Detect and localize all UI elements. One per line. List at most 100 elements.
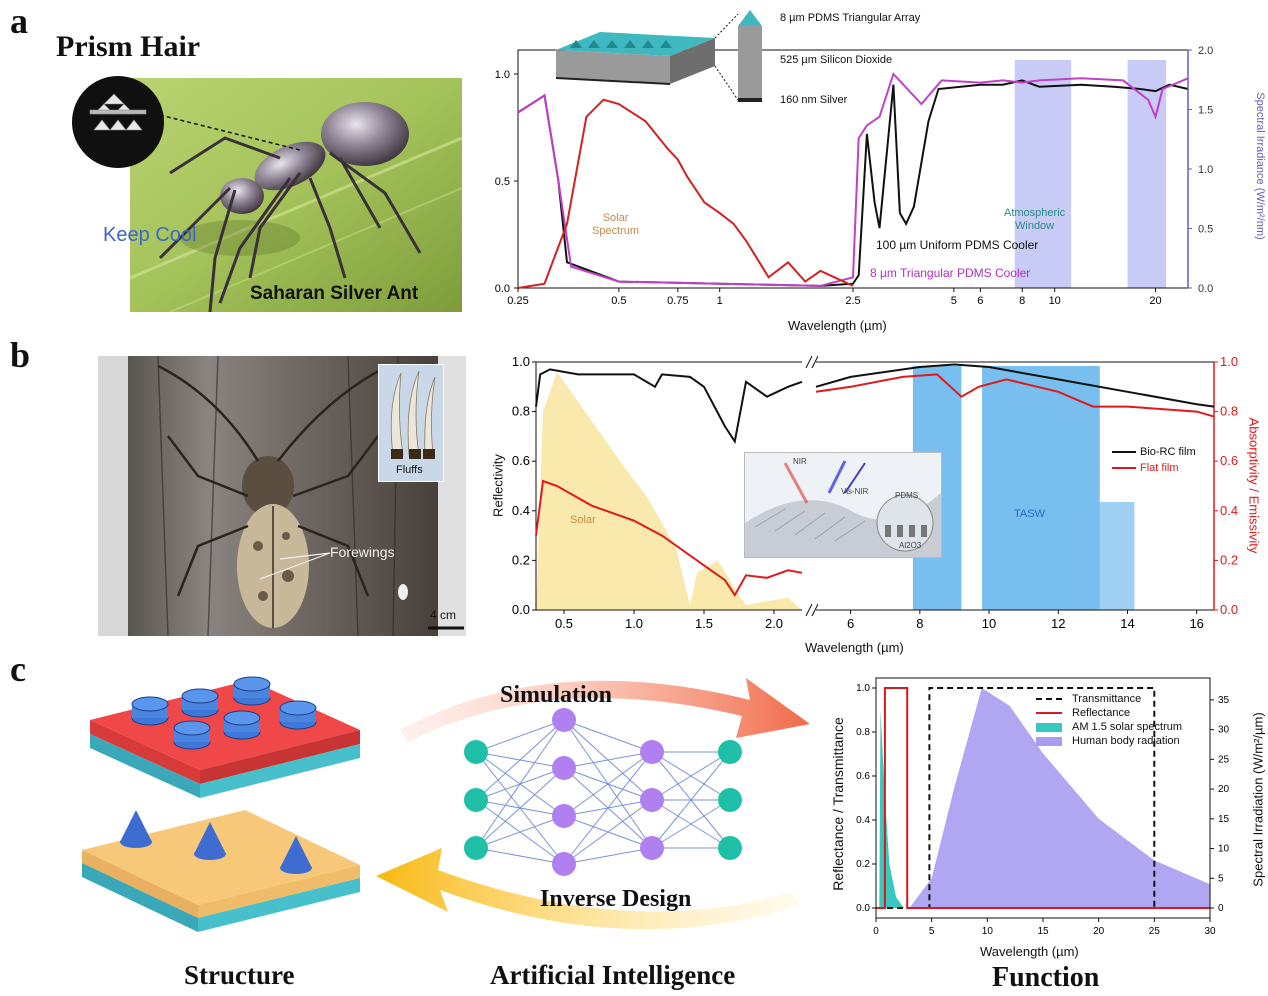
y-tick-label-1: 0.2 bbox=[856, 859, 870, 870]
nn-node-1-1 bbox=[552, 756, 576, 780]
legend-item-am15: AM 1.5 solar spectrum bbox=[1036, 720, 1182, 734]
nn-edge-1-3-0 bbox=[563, 751, 653, 865]
x-tick-label-right-4: 14 bbox=[1120, 616, 1134, 631]
y-tick-label-0: 0.0 bbox=[512, 602, 530, 617]
nn-node-2-2 bbox=[640, 836, 664, 860]
nn-node-1-2 bbox=[552, 804, 576, 828]
y2-tick-label-6: 30 bbox=[1218, 725, 1230, 736]
triangular-cooler-label: 8 µm Triangular PDMS Cooler bbox=[870, 266, 1031, 280]
y2-tick-label-0: 0.0 bbox=[1220, 602, 1238, 617]
cone-structure bbox=[82, 810, 360, 932]
ant-name-label: Saharan Silver Ant bbox=[250, 283, 419, 304]
chart-a: 0.25 0.5 0.75 1 2.5 5 6 8 10 20 0.0 0.5 1.0 0.0 0.5 1.0… bbox=[495, 10, 1213, 307]
bio-rc-film-line-left bbox=[535, 368, 803, 445]
simulation-arrow bbox=[400, 678, 810, 742]
chart-a-xlabel: Wavelength (µm) bbox=[788, 318, 887, 333]
y-tick-label-2: 0.4 bbox=[512, 503, 530, 518]
function-label: Function bbox=[992, 962, 1100, 993]
x-tick-label-4: 2.5 bbox=[845, 295, 860, 307]
nn-node-1-0 bbox=[552, 708, 576, 732]
nn-edge-1-0-0 bbox=[563, 719, 653, 753]
x-tick-label-right-5: 16 bbox=[1189, 616, 1203, 631]
inset-al2o3-label: Al2O3 bbox=[899, 541, 922, 550]
solar-spectrum-line bbox=[517, 98, 854, 289]
y2-tick-label-5: 25 bbox=[1218, 754, 1230, 765]
y2-tick-label-1: 5 bbox=[1218, 873, 1224, 884]
y2-tick-label-3: 1.5 bbox=[1198, 105, 1213, 117]
y2-tick-label-2: 10 bbox=[1218, 844, 1230, 855]
nn-edge-0-2-0 bbox=[475, 719, 565, 849]
y2-tick-label-1: 0.5 bbox=[1198, 224, 1213, 236]
y-tick-label-5: 1.0 bbox=[512, 354, 530, 369]
ant-photo bbox=[130, 78, 462, 312]
x-tick-label-left-2: 1.5 bbox=[695, 616, 713, 631]
forewings-label: Forewings bbox=[330, 544, 395, 560]
tasw-band-2 bbox=[1099, 502, 1135, 610]
y2-tick-label-7: 35 bbox=[1218, 695, 1230, 706]
panel-letter-b: b bbox=[10, 335, 31, 375]
nn-edge-2-1-0 bbox=[651, 751, 731, 801]
x-tick-label-right-0: 6 bbox=[847, 616, 854, 631]
x-tick-label-4: 20 bbox=[1093, 926, 1105, 937]
y-tick-label-4: 0.8 bbox=[512, 404, 530, 419]
nn-edge-0-0-0 bbox=[475, 719, 565, 753]
panel-a-title: Prism Hair bbox=[56, 30, 201, 63]
structure-inset: NIR Vis-NIR PDMS Al2O3 bbox=[744, 452, 942, 558]
x-tick-label-left-1: 1.0 bbox=[625, 616, 643, 631]
tasw-band-1 bbox=[982, 366, 1100, 610]
y2-tick-label-0: 0 bbox=[1218, 903, 1224, 914]
nn-edge-1-1-0 bbox=[563, 751, 653, 769]
y-tick-label-4: 0.8 bbox=[856, 727, 870, 738]
human-body-radiation-area bbox=[909, 688, 1210, 908]
chart-c-xlabel: Wavelength (µm) bbox=[980, 944, 1079, 959]
bio-rc-film-line-right bbox=[815, 363, 1215, 408]
nn-edge-0-2-3 bbox=[475, 847, 565, 865]
inset-nir-label: NIR bbox=[793, 457, 807, 466]
neural-network bbox=[464, 708, 742, 876]
x-tick-label-2: 0.75 bbox=[667, 295, 688, 307]
inverse-design-label: Inverse Design bbox=[540, 886, 692, 912]
y-tick-label-3: 0.6 bbox=[856, 771, 870, 782]
inset-pdms-label: PDMS bbox=[895, 491, 919, 500]
y2-tick-label-3: 15 bbox=[1218, 814, 1230, 825]
x-tick-label-8: 10 bbox=[1049, 295, 1061, 307]
ai-label: Artificial Intelligence bbox=[490, 960, 736, 990]
legend-item-human: Human body radiation bbox=[1036, 734, 1182, 748]
atmospheric-window-band-0 bbox=[1014, 60, 1072, 288]
nn-node-3-2 bbox=[718, 836, 742, 860]
nn-node-0-1 bbox=[464, 788, 488, 812]
forewings-pointer bbox=[259, 552, 331, 580]
nn-node-3-0 bbox=[718, 740, 742, 764]
panel-letter-a: a bbox=[10, 1, 28, 41]
scale-bar-label: 4 cm bbox=[430, 608, 457, 622]
axis-break-top bbox=[805, 355, 819, 369]
nn-edge-0-2-2 bbox=[475, 815, 565, 849]
y-tick-label-1: 0.5 bbox=[495, 176, 510, 188]
inset-visnir-label: Vis-NIR bbox=[841, 487, 869, 496]
x-tick-label-left-3: 2.0 bbox=[765, 616, 783, 631]
y2-tick-label-4: 20 bbox=[1218, 784, 1230, 795]
x-tick-label-left-0: 0.5 bbox=[555, 616, 573, 631]
y2-tick-label-2: 1.0 bbox=[1198, 164, 1213, 176]
x-tick-label-right-1: 8 bbox=[916, 616, 923, 631]
panel-letter-c: c bbox=[10, 649, 26, 689]
x-tick-label-2: 10 bbox=[982, 926, 994, 937]
y2-tick-label-1: 0.2 bbox=[1220, 552, 1238, 567]
chart-b-legend-flat: Flat film bbox=[1140, 462, 1179, 474]
y2-tick-label-3: 0.6 bbox=[1220, 453, 1238, 468]
y-tick-label-2: 0.4 bbox=[856, 815, 870, 826]
flat-film-line-right bbox=[815, 373, 1215, 418]
x-tick-label-5: 5 bbox=[951, 295, 957, 307]
nn-node-3-1 bbox=[718, 788, 742, 812]
x-tick-label-6: 30 bbox=[1204, 926, 1216, 937]
x-tick-label-6: 6 bbox=[977, 295, 983, 307]
y2-tick-label-4: 0.8 bbox=[1220, 404, 1238, 419]
nn-node-2-0 bbox=[640, 740, 664, 764]
layer-middle-label: 525 µm Silicon Dioxide bbox=[780, 54, 893, 66]
ai-design-diagram bbox=[82, 676, 810, 932]
triangular-cooler-line bbox=[517, 72, 1189, 287]
x-tick-label-3: 1 bbox=[717, 295, 723, 307]
x-tick-label-9: 20 bbox=[1149, 295, 1161, 307]
legend-item-reflectance: Reflectance bbox=[1036, 706, 1182, 720]
nn-edge-1-2-0 bbox=[563, 751, 653, 817]
